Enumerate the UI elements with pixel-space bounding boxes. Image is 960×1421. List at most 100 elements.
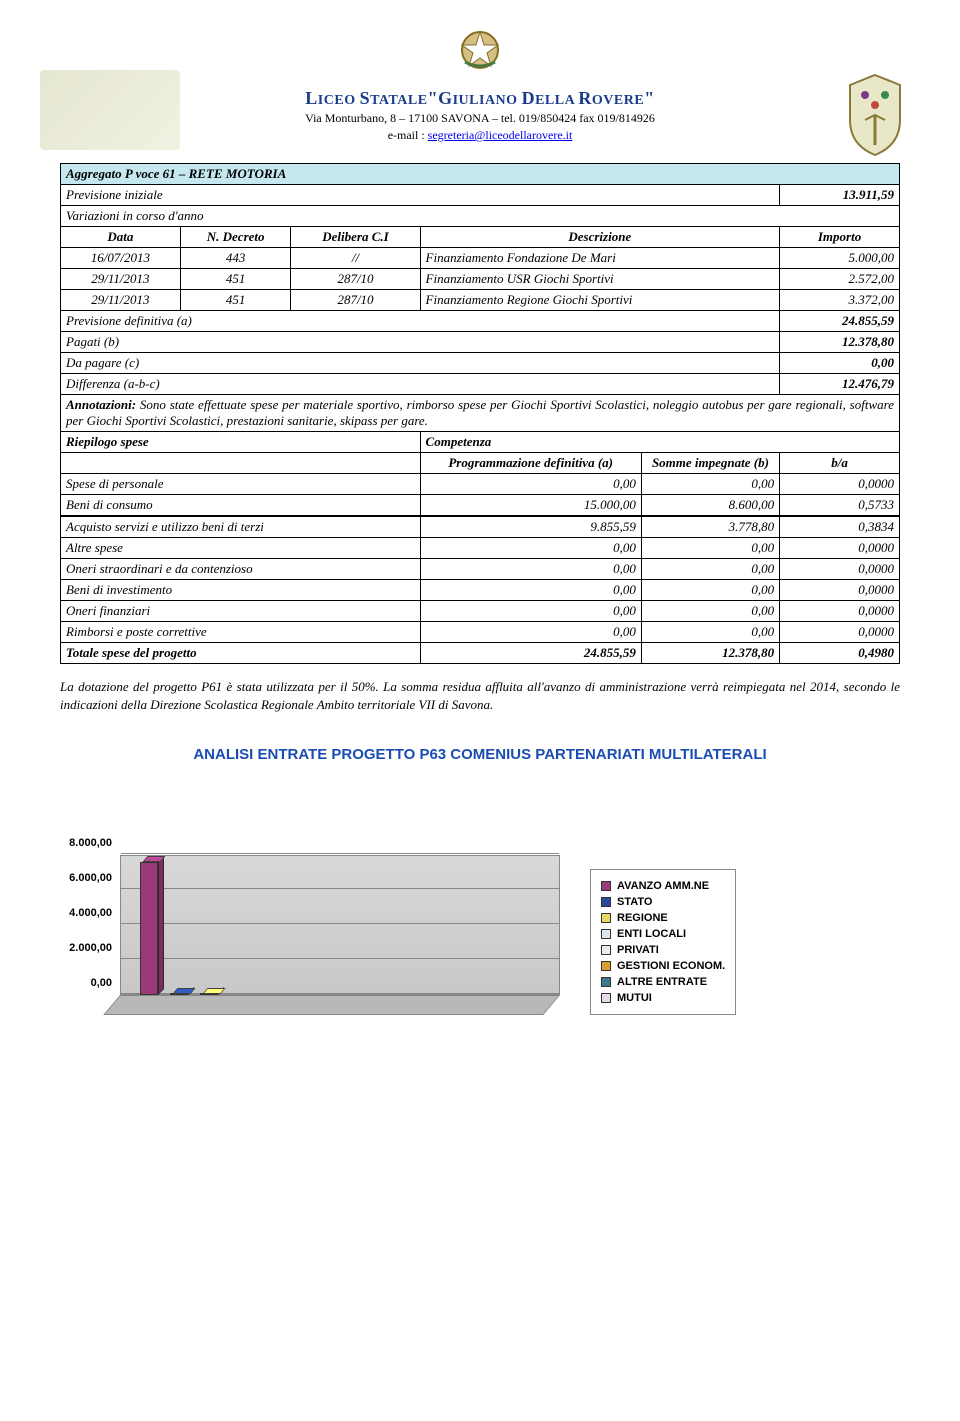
- y-axis-label: 8.000,00: [69, 837, 112, 849]
- legend-swatch: [601, 961, 611, 971]
- legend-swatch: [601, 993, 611, 1003]
- address-line: Via Monturbano, 8 – 17100 SAVONA – tel. …: [60, 111, 900, 126]
- legend-swatch: [601, 977, 611, 987]
- riep-col-c: b/a: [780, 453, 900, 474]
- cell-delibera: 287/10: [291, 290, 420, 311]
- riep-b: 0,00: [641, 559, 779, 580]
- riep-b: 0,00: [641, 538, 779, 559]
- cell-importo: 3.372,00: [780, 290, 900, 311]
- gridline: [121, 853, 559, 854]
- riep-label: Beni di consumo: [61, 495, 421, 517]
- cell-data: 29/11/2013: [61, 269, 181, 290]
- summary-value: 12.378,80: [780, 332, 900, 353]
- legend-label: REGIONE: [617, 912, 668, 924]
- legend-item: MUTUI: [601, 992, 725, 1004]
- y-axis-label: 4.000,00: [69, 907, 112, 919]
- riep-total-c: 0,4980: [780, 643, 900, 664]
- riep-total-label: Totale spese del progetto: [61, 643, 421, 664]
- riep-c: 0,5733: [780, 495, 900, 517]
- col-importo: Importo: [780, 227, 900, 248]
- legend-swatch: [601, 945, 611, 955]
- riep-c: 0,3834: [780, 516, 900, 538]
- riep-total-b: 12.378,80: [641, 643, 779, 664]
- cell-data: 16/07/2013: [61, 248, 181, 269]
- summary-label: Da pagare (c): [61, 353, 780, 374]
- summary-value: 24.855,59: [780, 311, 900, 332]
- legend-label: PRIVATI: [617, 944, 659, 956]
- bar-chart: 0,002.000,004.000,006.000,008.000,00: [60, 815, 560, 1015]
- cell-delibera: //: [291, 248, 420, 269]
- riep-label: Rimborsi e poste correttive: [61, 622, 421, 643]
- legend-item: STATO: [601, 896, 725, 908]
- riep-label: Altre spese: [61, 538, 421, 559]
- y-axis-label: 0,00: [91, 977, 112, 989]
- summary-value: 0,00: [780, 353, 900, 374]
- riep-c: 0,0000: [780, 559, 900, 580]
- section-title: Aggregato P voce 61 – RETE MOTORIA: [61, 164, 900, 185]
- y-axis-label: 2.000,00: [69, 942, 112, 954]
- legend-label: AVANZO AMM.NE: [617, 880, 709, 892]
- col-data: Data: [61, 227, 181, 248]
- col-decreto: N. Decreto: [180, 227, 291, 248]
- legend-label: ENTI LOCALI: [617, 928, 686, 940]
- riep-label: Oneri finanziari: [61, 601, 421, 622]
- riep-a: 0,00: [420, 559, 641, 580]
- legend-label: MUTUI: [617, 992, 652, 1004]
- riep-total-a: 24.855,59: [420, 643, 641, 664]
- riep-label: Spese di personale: [61, 474, 421, 495]
- republic-emblem: [450, 20, 510, 80]
- chart-title: ANALISI ENTRATE PROGETTO P63 COMENIUS PA…: [60, 744, 900, 765]
- riep-c: 0,0000: [780, 601, 900, 622]
- cell-importo: 2.572,00: [780, 269, 900, 290]
- cell-descr: Finanziamento Fondazione De Mari: [420, 248, 780, 269]
- riep-a: 0,00: [420, 538, 641, 559]
- cell-decreto: 451: [180, 269, 291, 290]
- riep-c: 0,0000: [780, 538, 900, 559]
- cell-delibera: 287/10: [291, 269, 420, 290]
- body-paragraph: La dotazione del progetto P61 è stata ut…: [60, 678, 900, 714]
- riep-b: 0,00: [641, 601, 779, 622]
- cell-data: 29/11/2013: [61, 290, 181, 311]
- chart-container: 0,002.000,004.000,006.000,008.000,00 AVA…: [60, 815, 900, 1015]
- legend-item: REGIONE: [601, 912, 725, 924]
- riep-a: 0,00: [420, 601, 641, 622]
- riep-col-b: Somme impegnate (b): [641, 453, 779, 474]
- email-link[interactable]: segreteria@liceodellarovere.it: [428, 128, 573, 142]
- riep-label: Oneri straordinari e da contenzioso: [61, 559, 421, 580]
- riep-c: 0,0000: [780, 474, 900, 495]
- variazioni-label: Variazioni in corso d'anno: [61, 206, 900, 227]
- legend-item: ALTRE ENTRATE: [601, 976, 725, 988]
- riep-a: 0,00: [420, 474, 641, 495]
- gridline: [121, 958, 559, 959]
- legend-label: STATO: [617, 896, 652, 908]
- summary-label: Pagati (b): [61, 332, 780, 353]
- summary-value: 12.476,79: [780, 374, 900, 395]
- summary-label: Differenza (a-b-c): [61, 374, 780, 395]
- riep-col-a: Programmazione definitiva (a): [420, 453, 641, 474]
- chart-legend: AVANZO AMM.NE STATO REGIONE ENTI LOCALI PRIV…: [590, 869, 736, 1015]
- riepilogo-label: Riepilogo spese: [61, 432, 421, 453]
- prev-iniz-label: Previsione iniziale: [61, 185, 780, 206]
- annotazioni-cell: Annotazioni: Sono state effettuate spese…: [61, 395, 900, 432]
- riep-empty: [61, 453, 421, 474]
- riep-b: 0,00: [641, 474, 779, 495]
- building-illustration: [40, 70, 180, 150]
- gridline: [121, 888, 559, 889]
- legend-label: ALTRE ENTRATE: [617, 976, 707, 988]
- prev-iniz-value: 13.911,59: [780, 185, 900, 206]
- legend-swatch: [601, 897, 611, 907]
- summary-label: Previsione definitiva (a): [61, 311, 780, 332]
- col-descr: Descrizione: [420, 227, 780, 248]
- legend-swatch: [601, 929, 611, 939]
- riep-a: 0,00: [420, 580, 641, 601]
- riep-a: 0,00: [420, 622, 641, 643]
- riep-label: Beni di investimento: [61, 580, 421, 601]
- riep-b: 3.778,80: [641, 516, 779, 538]
- cell-decreto: 443: [180, 248, 291, 269]
- cell-importo: 5.000,00: [780, 248, 900, 269]
- legend-item: PRIVATI: [601, 944, 725, 956]
- legend-label: GESTIONI ECONOM.: [617, 960, 725, 972]
- riep-label: Acquisto servizi e utilizzo beni di terz…: [61, 516, 421, 538]
- riep-b: 8.600,00: [641, 495, 779, 517]
- letterhead: LICEO STATALE"GIULIANO DELLA ROVERE" Via…: [60, 20, 900, 143]
